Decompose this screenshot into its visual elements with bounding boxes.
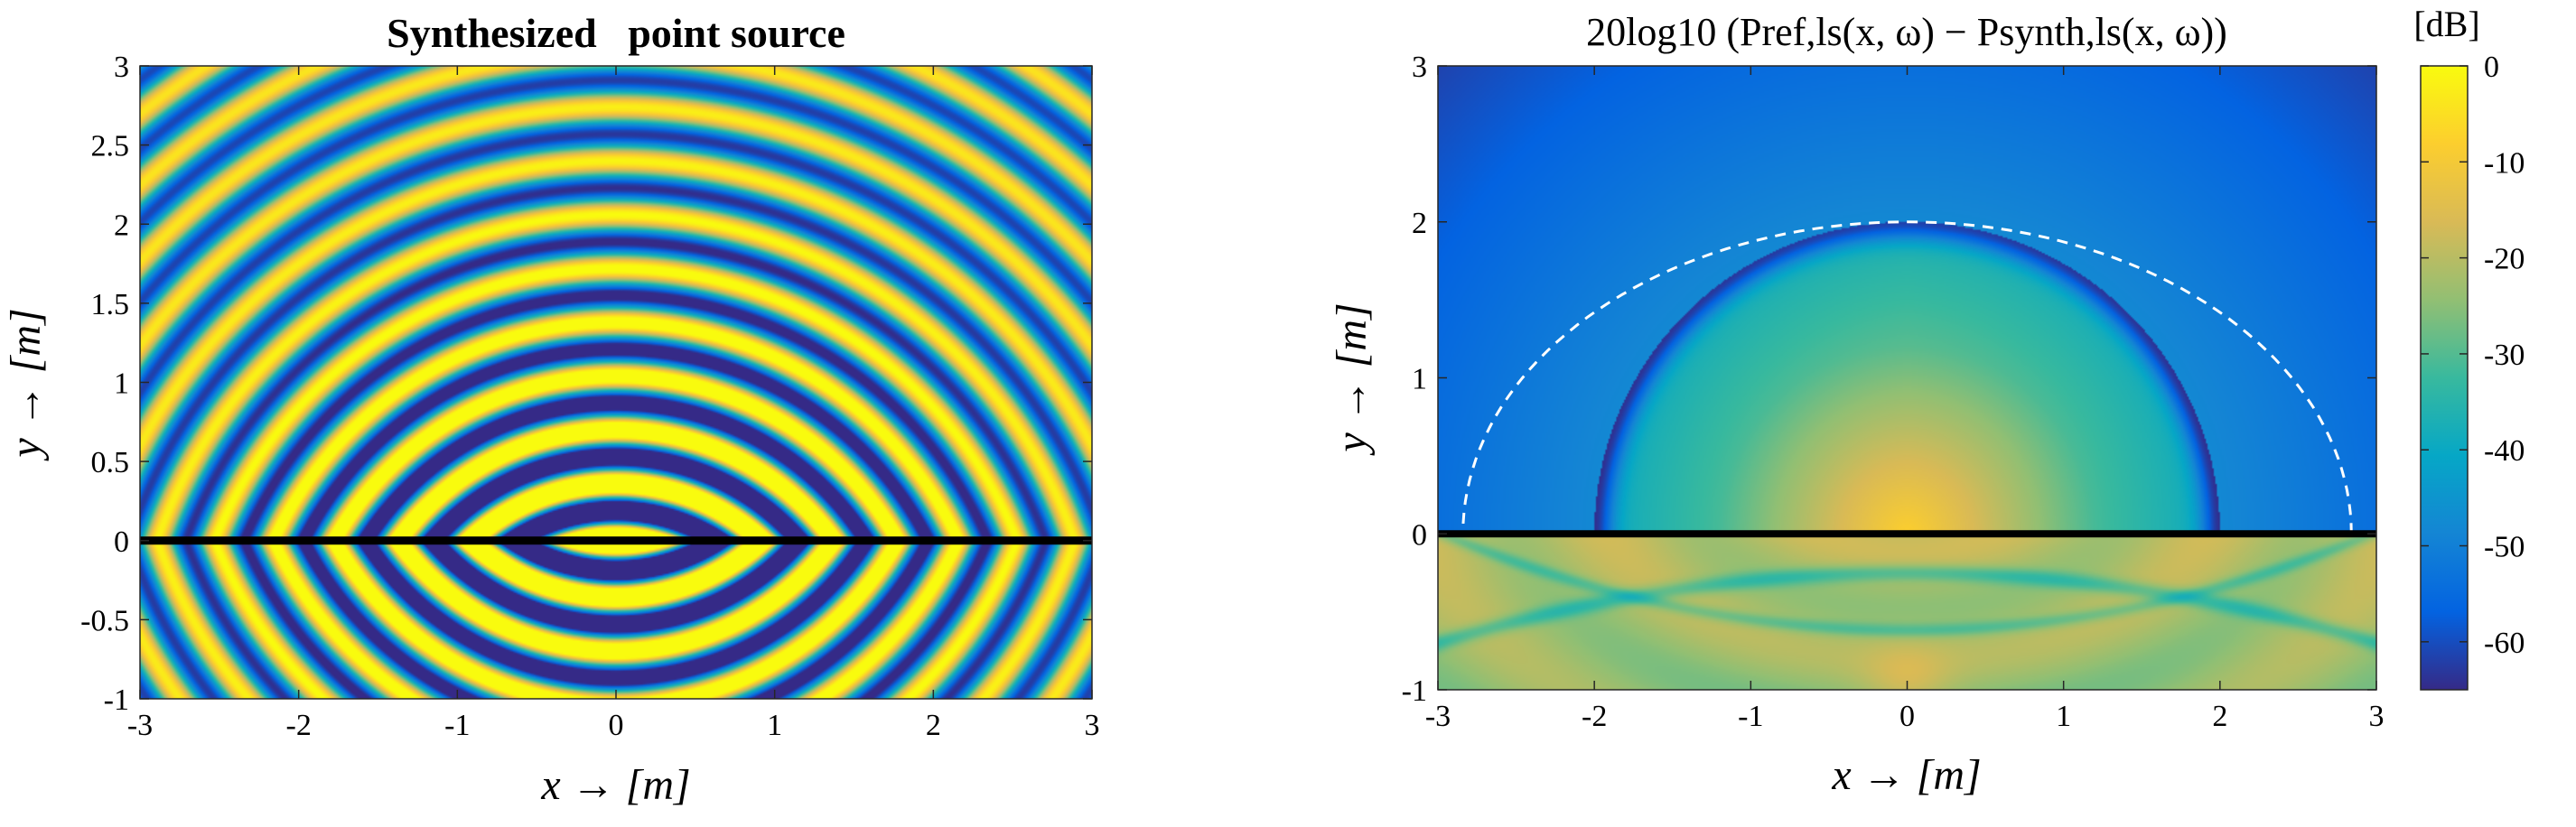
right-title: 20log10 (Pref,ls(x, ω) − Psynth,ls(x, ω)… [1586,10,2227,54]
colorbar-tick-label: -10 [2484,146,2525,180]
right-x-tick-label: 1 [2056,700,2071,733]
colorbar-gradient [2420,65,2469,691]
right-x-tick-label: -1 [1738,700,1763,733]
left-y-tick-label: 0.5 [91,446,130,479]
colorbar-tick-label: -20 [2484,243,2525,276]
left-x-axis-label: x → [m] [540,761,690,809]
colorbar-tick-label: 0 [2484,51,2499,84]
left-ticks: -3 -2 -1 0 1 2 3 -1 -0.5 0 0.5 1 1.5 2 2.5 3 [80,51,1099,742]
right-plot-area: -3 -2 -1 0 1 2 3 -1 0 1 2 3 [1402,51,2385,733]
left-x-tick-label: 0 [609,709,624,742]
left-x-tick-label: -2 [286,709,312,742]
right-y-axis-label: y → [m] [1328,302,1376,456]
right-x-tick-label: -2 [1582,700,1607,733]
left-x-tick-label: 2 [926,709,941,742]
left-field-image [140,66,1092,699]
left-y-tick-label: 1 [114,367,129,401]
right-y-tick-label: 3 [1412,51,1427,84]
left-y-axis-label: y → [m] [2,308,50,461]
left-title: Synthesized point source [387,10,845,56]
colorbar-tick-label: -60 [2484,627,2525,660]
right-x-tick-label: 0 [1899,700,1915,733]
left-y-tick-label: 0 [114,525,129,559]
right-x-tick-label: -3 [1425,700,1451,733]
right-error-image [1438,66,2376,690]
left-y-tick-label: 2 [114,209,129,242]
colorbar-label: [dB] [2413,4,2479,44]
left-y-tick-label: -1 [104,683,129,717]
colorbar-tick-label: -40 [2484,434,2525,468]
left-x-tick-label: -3 [127,709,153,742]
left-x-tick-label: -1 [444,709,470,742]
colorbar-tick-label: -50 [2484,531,2525,564]
right-y-tick-label: -1 [1402,674,1427,708]
left-x-tick-label: 3 [1085,709,1100,742]
left-y-tick-label: 2.5 [91,130,130,163]
right-y-tick-label: 2 [1412,207,1427,240]
right-reference-arc [1461,220,2353,534]
right-ticks: -3 -2 -1 0 1 2 3 -1 0 1 2 3 [1402,51,2385,733]
right-x-tick-label: 3 [2369,700,2385,733]
colorbar-ticks: 0 -10 -20 -30 -40 -50 -60 [2421,51,2525,660]
right-y-tick-label: 1 [1412,363,1427,396]
colorbar: [dB] 0 -10 -20 -30 -40 -50 -60 [2413,4,2525,691]
right-x-axis-label: x → [m] [1831,751,1981,799]
left-y-tick-label: 1.5 [91,288,130,321]
left-x-tick-label: 1 [767,709,782,742]
left-y-tick-label: -0.5 [80,604,129,637]
right-y-tick-label: 0 [1412,518,1427,552]
colorbar-tick-label: -30 [2484,339,2525,372]
left-y-tick-label: 3 [114,51,129,84]
right-x-tick-label: 2 [2212,700,2227,733]
left-plot-area: -3 -2 -1 0 1 2 3 -1 -0.5 0 0.5 1 1.5 2 2.5 3 [80,51,1099,742]
